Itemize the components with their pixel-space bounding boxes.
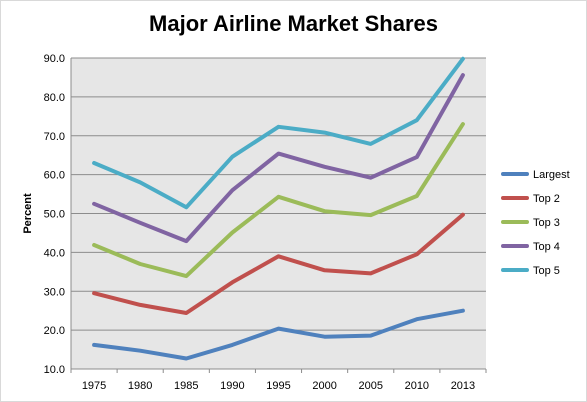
series-line-top-4 [92,73,465,244]
legend-label: Largest [533,169,570,181]
y-axis-label: Percent [22,193,34,234]
x-tick-label: 2000 [312,380,336,392]
series-line-top-2 [92,212,465,315]
y-tick-label: 50.0 [44,209,65,221]
x-tick-label: 1995 [266,380,290,392]
x-tick-label: 2005 [358,380,382,392]
y-tick-label: 80.0 [44,92,65,104]
y-tick-label: 70.0 [44,131,65,143]
series-line-top-3 [92,122,465,279]
legend-label: Top 3 [533,217,560,229]
y-tick-label: 90.0 [44,53,65,65]
y-tick-label: 10.0 [44,364,65,376]
y-tick-label: 20.0 [44,325,65,337]
y-tick-label: 40.0 [44,247,65,259]
y-tick-label: 60.0 [44,170,65,182]
legend-label: Top 2 [533,193,560,205]
chart-title: Major Airline Market Shares [149,11,438,36]
legend-label: Top 4 [533,241,560,253]
series-line-top-5 [92,56,465,210]
legend-label: Top 5 [533,265,560,277]
series-line-largest [92,308,465,361]
x-tick-label: 1975 [82,380,106,392]
x-tick-label: 1990 [220,380,244,392]
x-tick-label: 1980 [128,380,152,392]
x-tick-label: 2010 [405,380,429,392]
y-tick-label: 30.0 [44,286,65,298]
x-tick-label: 1985 [174,380,198,392]
x-tick-label: 2013 [451,380,475,392]
